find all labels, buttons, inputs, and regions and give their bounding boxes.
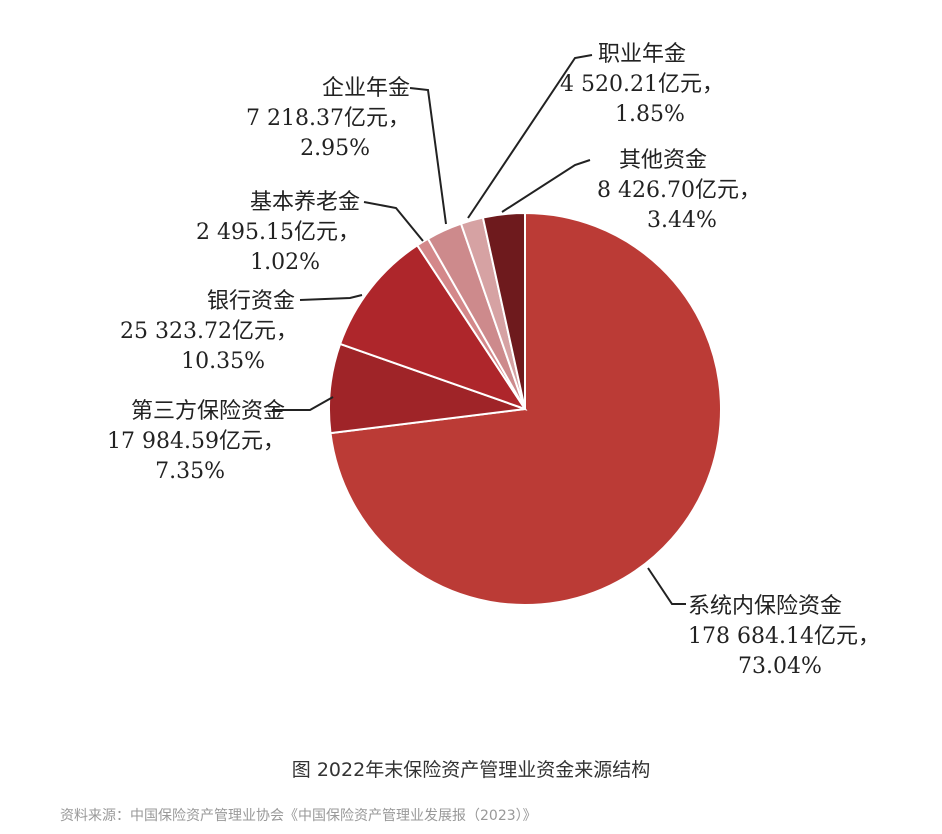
slice-value: 2 495.15亿元， <box>196 220 360 245</box>
slice-percent: 73.04% <box>738 654 822 679</box>
slice-value: 7 218.37亿元， <box>246 106 410 131</box>
slice-name: 银行资金 <box>206 289 295 314</box>
label-bank: 银行资金 25 323.72亿元， 10.35% <box>120 287 298 377</box>
label-basic-pension: 基本养老金 2 495.15亿元， 1.02% <box>180 188 360 278</box>
slice-name: 第三方保险资金 <box>130 399 285 424</box>
leader-line-0 <box>647 567 686 605</box>
slice-value: 17 984.59亿元， <box>107 429 285 454</box>
slice-percent: 3.44% <box>647 208 717 233</box>
label-other-funds: 其他资金 8 426.70亿元， 3.44% <box>597 146 761 236</box>
slice-percent: 2.95% <box>300 136 370 161</box>
chart-caption: 图 2022年末保险资产管理业资金来源结构 <box>291 759 651 781</box>
slice-name: 其他资金 <box>619 148 708 173</box>
slice-value: 8 426.70亿元， <box>597 178 761 203</box>
pie-slice-6 <box>481 211 526 410</box>
label-third-party: 第三方保险资金 17 984.59亿元， 7.35% <box>60 397 285 487</box>
slice-percent: 1.02% <box>250 250 320 275</box>
leader-line-2 <box>299 294 363 301</box>
leader-line-5 <box>467 54 593 219</box>
label-enterprise-annuity: 企业年金 7 218.37亿元， 2.95% <box>220 74 410 164</box>
slice-value: 4 520.21亿元， <box>560 72 724 97</box>
leader-line-1 <box>272 396 334 411</box>
label-occupational-annuity: 职业年金 4 520.21亿元， 1.85% <box>560 40 724 130</box>
slice-name: 职业年金 <box>598 42 687 67</box>
slice-name: 企业年金 <box>321 76 410 101</box>
leader-line-3 <box>363 201 424 242</box>
pie-slice-2 <box>338 243 528 411</box>
slice-percent: 1.85% <box>615 102 685 127</box>
source-note: 资料来源：中国保险资产管理业协会《中国保险资产管理业发展报（2023）》 <box>60 808 537 824</box>
leader-line-6 <box>501 159 591 213</box>
label-system-insurance: 系统内保险资金 178 684.14亿元， 73.04% <box>688 592 880 682</box>
slice-percent: 7.35% <box>155 459 225 484</box>
slice-value: 25 323.72亿元， <box>120 319 298 344</box>
leader-line-4 <box>409 87 447 225</box>
slice-name: 基本养老金 <box>249 190 360 215</box>
slice-name: 系统内保险资金 <box>688 594 843 619</box>
slice-percent: 10.35% <box>181 349 265 374</box>
slice-value: 178 684.14亿元， <box>688 624 880 649</box>
